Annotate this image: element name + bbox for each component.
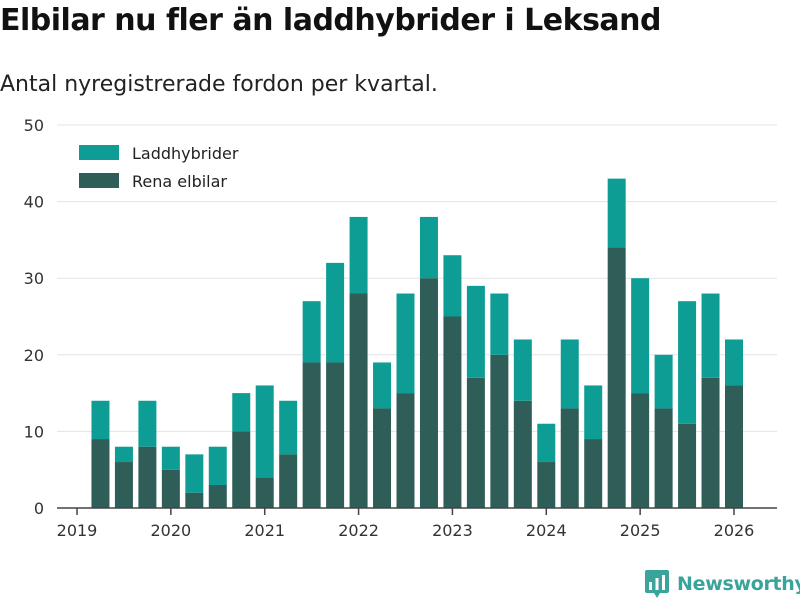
bar-laddhybrider-2025-Q1 xyxy=(631,278,650,394)
bar-rena-elbilar-2025-Q1 xyxy=(631,393,650,508)
bar-laddhybrider-2019-Q4 xyxy=(138,400,157,447)
bar-laddhybrider-2026-Q1 xyxy=(725,339,743,386)
y-tick-label-10: 10 xyxy=(24,422,44,441)
newsworthy-icon xyxy=(645,570,669,598)
bar-laddhybrider-2023-Q1 xyxy=(443,255,462,317)
legend: Laddhybrider Rena elbilar xyxy=(79,144,239,191)
x-tick-label-2021: 2021 xyxy=(244,521,285,540)
bar-rena-elbilar-2019-Q3 xyxy=(114,462,133,508)
bar-laddhybrider-2024-Q1 xyxy=(537,423,556,463)
bar-rena-elbilar-2025-Q2 xyxy=(654,408,673,508)
bar-rena-elbilar-2020-Q4 xyxy=(232,431,251,508)
y-tick-label-30: 30 xyxy=(24,269,44,288)
bar-rena-elbilar-2020-Q2 xyxy=(185,492,204,508)
y-tick-label-0: 0 xyxy=(34,499,44,518)
bar-laddhybrider-2019-Q3 xyxy=(114,446,133,463)
bar-laddhybrider-2022-Q2 xyxy=(373,362,392,409)
x-tick-label-2026: 2026 xyxy=(714,521,755,540)
bar-rena-elbilar-2023-Q4 xyxy=(513,400,532,508)
legend-swatch-laddhybrider xyxy=(79,145,119,160)
bar-laddhybrider-2020-Q3 xyxy=(208,446,227,486)
brand-name: Newsworthy xyxy=(677,573,800,595)
bar-rena-elbilar-2020-Q1 xyxy=(161,469,180,508)
bar-rena-elbilar-2022-Q4 xyxy=(419,278,438,508)
bar-laddhybrider-2024-Q3 xyxy=(584,385,603,440)
bar-rena-elbilar-2025-Q4 xyxy=(701,377,720,508)
bar-rena-elbilar-2021-Q1 xyxy=(255,477,274,508)
bar-laddhybrider-2023-Q4 xyxy=(513,339,532,401)
bar-laddhybrider-2020-Q1 xyxy=(161,446,180,470)
bar-rena-elbilar-2021-Q4 xyxy=(326,362,345,508)
bar-rena-elbilar-2020-Q3 xyxy=(208,485,227,508)
x-tick-label-2025: 2025 xyxy=(620,521,661,540)
bar-rena-elbilar-2024-Q4 xyxy=(607,247,626,508)
x-axis: 2019 2020 2021 2022 2023 2024 2025 2026 xyxy=(57,507,777,540)
y-tick-label-40: 40 xyxy=(24,193,44,212)
y-tick-label-50: 50 xyxy=(24,116,44,135)
legend-label-rena-elbilar: Rena elbilar xyxy=(132,172,227,191)
bar-rena-elbilar-2024-Q3 xyxy=(584,439,603,508)
x-tick-label-2022: 2022 xyxy=(338,521,379,540)
legend-swatch-rena-elbilar xyxy=(79,173,119,188)
bar-laddhybrider-2025-Q4 xyxy=(701,293,720,378)
bar-laddhybrider-2020-Q4 xyxy=(232,393,251,432)
bar-laddhybrider-2022-Q4 xyxy=(419,216,438,279)
chart-title: Elbilar nu fler än laddhybrider i Leksan… xyxy=(0,3,662,38)
x-tick-label-2020: 2020 xyxy=(150,521,191,540)
bar-laddhybrider-2022-Q3 xyxy=(396,293,415,394)
bar-rena-elbilar-2022-Q1 xyxy=(349,293,368,508)
legend-label-laddhybrider: Laddhybrider xyxy=(132,144,239,163)
bar-rena-elbilar-2019-Q2 xyxy=(91,439,110,508)
bar-rena-elbilar-2024-Q1 xyxy=(537,462,556,508)
x-tick-label-2019: 2019 xyxy=(57,521,98,540)
bars xyxy=(91,178,743,508)
bar-laddhybrider-2025-Q3 xyxy=(678,301,697,424)
bar-rena-elbilar-2022-Q2 xyxy=(373,408,392,508)
bar-rena-elbilar-2023-Q1 xyxy=(443,316,462,508)
bar-laddhybrider-2023-Q3 xyxy=(490,293,509,355)
bar-rena-elbilar-2023-Q2 xyxy=(466,377,485,508)
bar-laddhybrider-2021-Q1 xyxy=(255,385,274,478)
bar-rena-elbilar-2025-Q3 xyxy=(678,423,697,508)
bar-laddhybrider-2021-Q4 xyxy=(326,262,345,363)
bar-rena-elbilar-2026-Q1 xyxy=(725,385,743,508)
bar-laddhybrider-2023-Q2 xyxy=(466,285,485,378)
bar-laddhybrider-2021-Q2 xyxy=(279,400,298,455)
bar-rena-elbilar-2022-Q3 xyxy=(396,393,415,508)
bar-rena-elbilar-2023-Q3 xyxy=(490,354,509,508)
bar-rena-elbilar-2021-Q3 xyxy=(302,362,321,508)
chart-subtitle: Antal nyregistrerade fordon per kvartal. xyxy=(0,72,438,97)
bar-laddhybrider-2024-Q4 xyxy=(607,178,626,248)
bar-laddhybrider-2021-Q3 xyxy=(302,301,321,363)
bar-laddhybrider-2025-Q2 xyxy=(654,354,673,409)
bar-laddhybrider-2019-Q2 xyxy=(91,400,110,440)
y-tick-label-20: 20 xyxy=(24,346,44,365)
bar-rena-elbilar-2024-Q2 xyxy=(560,408,579,508)
bar-rena-elbilar-2021-Q2 xyxy=(279,454,298,508)
x-tick-label-2024: 2024 xyxy=(526,521,567,540)
bar-laddhybrider-2024-Q2 xyxy=(560,339,579,409)
x-tick-label-2023: 2023 xyxy=(432,521,473,540)
bar-rena-elbilar-2019-Q4 xyxy=(138,446,157,508)
bar-laddhybrider-2020-Q2 xyxy=(185,454,204,493)
newsworthy-logo: Newsworthy xyxy=(645,568,800,600)
y-axis-tick-labels: 0 10 20 30 40 50 xyxy=(24,116,44,518)
bar-laddhybrider-2022-Q1 xyxy=(349,216,368,294)
